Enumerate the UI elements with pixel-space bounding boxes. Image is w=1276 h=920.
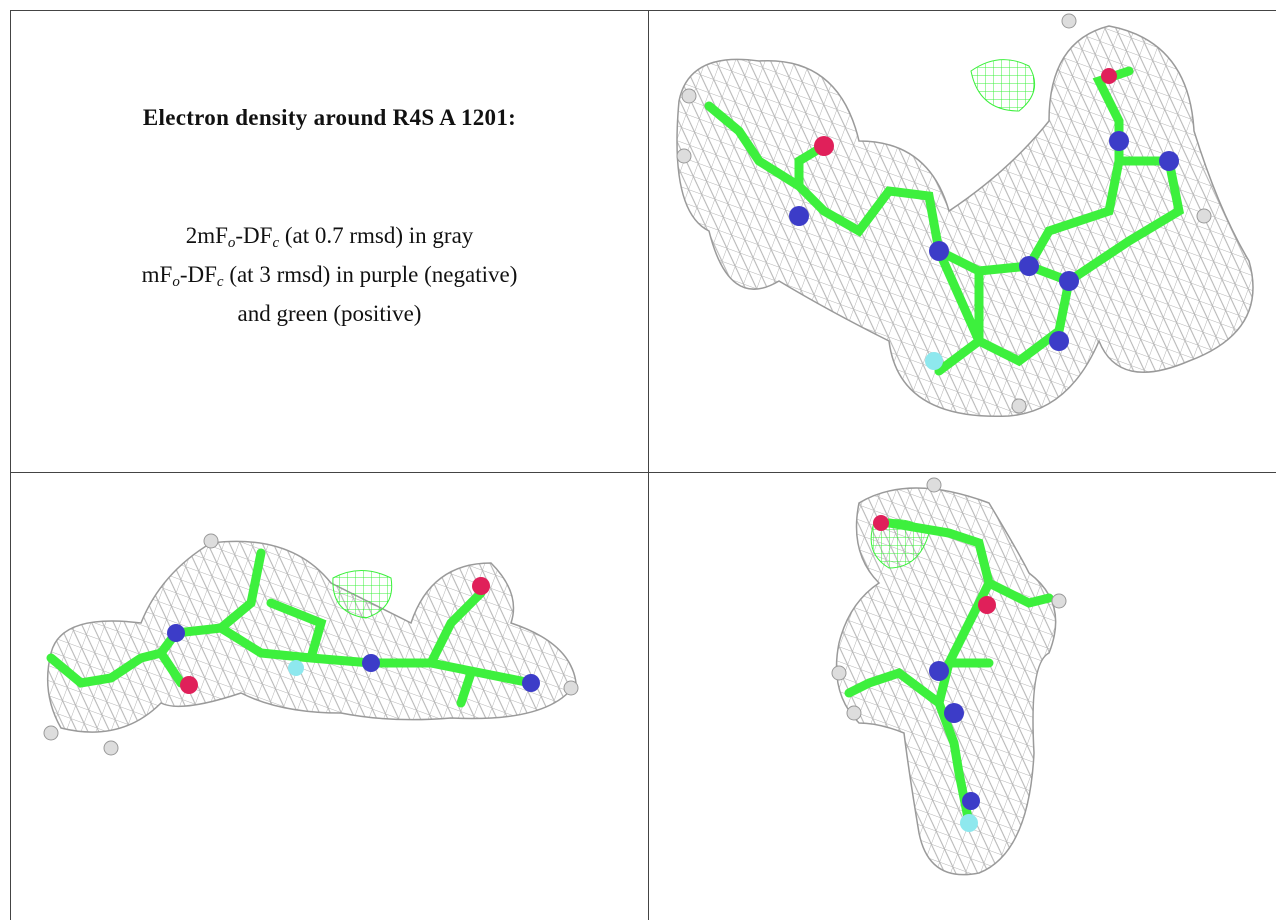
oxygen-atom xyxy=(978,596,996,614)
nitrogen-atom xyxy=(962,792,980,810)
table-border xyxy=(10,10,1276,920)
hydrogen-atom xyxy=(676,148,692,164)
atoms xyxy=(43,533,579,756)
oxygen-atom xyxy=(873,515,889,531)
subscript: c xyxy=(216,274,224,290)
nitrogen-atom xyxy=(1059,271,1079,291)
hydrogen-atom xyxy=(1051,593,1067,609)
hydrogen-atom xyxy=(1011,398,1027,414)
nitrogen-atom xyxy=(1049,331,1069,351)
oxygen-atom xyxy=(1101,68,1117,84)
subscript: c xyxy=(272,235,280,251)
positive-density xyxy=(332,570,393,619)
nitrogen-atom xyxy=(1019,256,1039,276)
nitrogen-atom xyxy=(1159,151,1179,171)
legend-text: (at 3 rmsd) in purple (negative) xyxy=(223,262,518,287)
oxygen-atom xyxy=(472,577,490,595)
nitrogen-atom xyxy=(789,206,809,226)
legend-line: 2mFo-DFc (at 0.7 rmsd) in gray xyxy=(11,216,648,255)
density-view-end xyxy=(831,477,1067,876)
nitrogen-atom xyxy=(929,661,949,681)
hydrogen-atom xyxy=(1196,208,1212,224)
cell-divider xyxy=(648,10,649,920)
bonds xyxy=(844,518,1054,828)
nitrogen-atom xyxy=(522,674,540,692)
subscript: o xyxy=(227,235,236,251)
hydrogen-atom xyxy=(846,705,862,721)
density-view-top xyxy=(676,13,1254,418)
density-view-side xyxy=(43,533,579,756)
oxygen-atom xyxy=(814,136,834,156)
legend-line: and green (positive) xyxy=(11,294,648,333)
hydrogen-atom xyxy=(831,665,847,681)
legend-line: mFo-DFc (at 3 rmsd) in purple (negative) xyxy=(11,255,648,294)
legend-text: -DF xyxy=(235,223,273,248)
nitrogen-atom xyxy=(929,241,949,261)
nitrogen-atom xyxy=(944,703,964,723)
fluorine-atom xyxy=(925,352,943,370)
atoms xyxy=(676,13,1212,414)
density-mesh xyxy=(46,540,577,733)
legend-text: 2mF xyxy=(185,223,228,248)
nitrogen-atom xyxy=(362,654,380,672)
oxygen-atom xyxy=(180,676,198,694)
fluorine-atom xyxy=(288,660,304,676)
legend-text: -DF xyxy=(179,262,217,287)
hydrogen-atom xyxy=(563,680,579,696)
hydrogen-atom xyxy=(43,725,59,741)
hydrogen-atom xyxy=(681,88,697,104)
bonds xyxy=(704,66,1185,376)
atoms xyxy=(831,477,1067,832)
row-divider xyxy=(10,472,1276,473)
hydrogen-atom xyxy=(1061,13,1077,29)
legend-lines: 2mFo-DFc (at 0.7 rmsd) in gray mFo-DFc (a… xyxy=(11,216,648,333)
positive-density xyxy=(970,59,1036,112)
nitrogen-atom xyxy=(167,624,185,642)
legend-text: (at 0.7 rmsd) in gray xyxy=(279,223,474,248)
fluorine-atom xyxy=(960,814,978,832)
legend-text: mF xyxy=(141,262,173,287)
hydrogen-atom xyxy=(926,477,942,493)
density-mesh xyxy=(676,25,1254,418)
nitrogen-atom xyxy=(1109,131,1129,151)
subscript: o xyxy=(172,274,180,290)
legend-title: Electron density around R4S A 1201: xyxy=(142,105,517,130)
legend-cell: Electron density around R4S A 1201: 2mFo… xyxy=(11,11,648,472)
hydrogen-atom xyxy=(203,533,219,549)
legend-text: and green (positive) xyxy=(237,301,422,326)
hydrogen-atom xyxy=(103,740,119,756)
